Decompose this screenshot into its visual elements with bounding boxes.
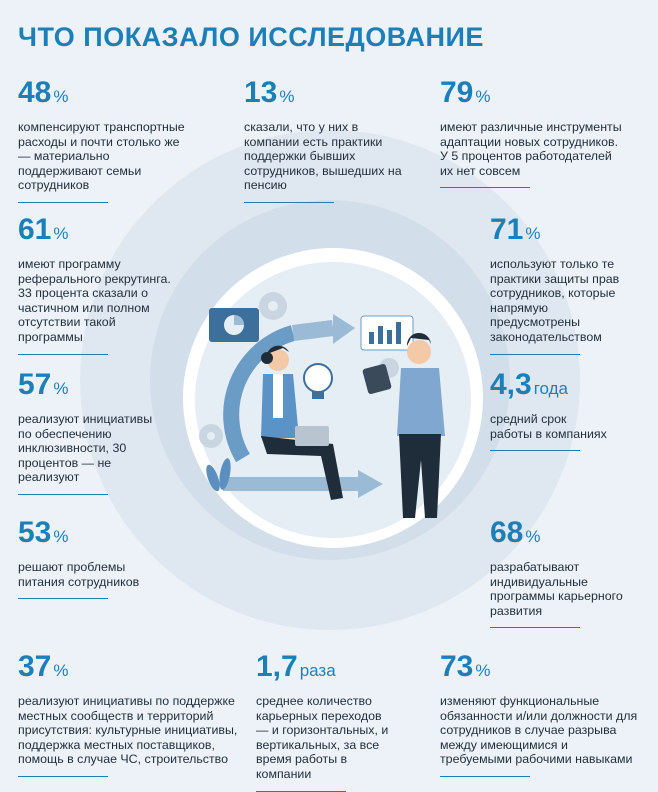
plant-icon <box>206 458 231 492</box>
divider-line <box>18 353 108 355</box>
divider-line <box>18 493 108 495</box>
stat-value: 1,7 <box>256 650 298 683</box>
stat-block: 79% имеют различные инструменты адаптаци… <box>440 76 645 189</box>
stat-unit: % <box>53 661 69 680</box>
divider-line <box>490 450 580 452</box>
stat-description: имеют программу реферального рекрутинга.… <box>18 257 171 344</box>
stat-unit: % <box>475 661 491 680</box>
stat-description: среднее количество карьерных переходов —… <box>256 694 389 781</box>
divider-line <box>440 775 530 777</box>
stat-unit: % <box>279 87 295 106</box>
stat-unit: раза <box>299 661 336 680</box>
stat-unit: % <box>53 527 69 546</box>
stat-value: 68 <box>490 516 524 549</box>
stat-unit: % <box>475 87 491 106</box>
stat-description: средний срок работы в компаниях <box>490 412 607 441</box>
stat-description: имеют различные инструменты адаптации но… <box>440 120 622 178</box>
stat-value: 13 <box>244 76 278 109</box>
gear-icon <box>199 292 399 448</box>
stat-unit: % <box>53 87 69 106</box>
stat-unit: % <box>525 224 541 243</box>
stat-block: 53% решают проблемы питания сотрудников <box>18 516 223 600</box>
stat-value: 71 <box>490 213 524 246</box>
stat-unit: % <box>53 224 69 243</box>
stat-block: 73% изменяют функциональные обязанности … <box>440 652 640 777</box>
stat-description: изменяют функциональные обязанности и/ил… <box>440 694 638 767</box>
woman-with-laptop-icon <box>261 345 343 500</box>
stat-description: решают проблемы питания сотрудников <box>18 560 140 589</box>
stat-block: 68% разрабатывают индивидуальные програм… <box>490 516 640 629</box>
stat-block: 61% имеют программу реферального рекрути… <box>18 215 223 355</box>
stat-value: 4,3 <box>490 368 532 401</box>
stat-block: 48% компенсируют транспортные расходы и … <box>18 78 223 203</box>
divider-line <box>244 201 334 203</box>
stat-value: 61 <box>18 213 52 246</box>
divider-line <box>440 187 530 189</box>
divider-line <box>490 353 580 355</box>
page-title: ЧТО ПОКАЗАЛО ИССЛЕДОВАНИЕ <box>18 22 484 52</box>
divider-line <box>18 775 108 777</box>
bar-chart-icon <box>360 315 414 351</box>
stat-description: компенсируют транспортные расходы и почт… <box>18 120 185 193</box>
stat-unit: года <box>533 379 569 398</box>
stat-block: 13% сказали, что у них в компании есть п… <box>244 78 449 203</box>
stat-block: 4,3 года средний срок работы в компаниях <box>490 368 640 452</box>
illustration-people-working <box>199 292 445 518</box>
stat-description: разрабатывают индивидуальные программы к… <box>490 560 623 618</box>
stat-description: сказали, что у них в компании есть практ… <box>244 120 402 193</box>
stat-block: 37% реализуют инициативы по поддержке ме… <box>18 652 238 777</box>
stat-unit: % <box>525 527 541 546</box>
man-with-tablet-icon <box>362 332 445 518</box>
divider-line <box>18 201 108 203</box>
stat-description: реализуют инициативы по поддержке местны… <box>18 694 238 767</box>
stat-block: 1,7 раза среднее количество карьерных пер… <box>256 652 401 792</box>
stat-value: 73 <box>440 650 474 683</box>
stat-block: 57% реализуют инициативы по обеспечению … <box>18 370 223 495</box>
cycle-arrow-icon <box>223 325 296 463</box>
stat-value: 48 <box>18 76 52 109</box>
stat-description: используют только те практики защиты пра… <box>490 257 620 344</box>
chart-panel-icon <box>209 308 259 342</box>
stat-value: 79 <box>440 76 474 109</box>
stat-value: 37 <box>18 650 52 683</box>
stat-description: реализуют инициативы по обеспечению инкл… <box>18 412 153 485</box>
stat-unit: % <box>53 379 69 398</box>
stat-block: 71% используют только те практики защиты… <box>490 215 640 355</box>
divider-line <box>490 627 580 629</box>
stat-value: 57 <box>18 368 52 401</box>
stat-value: 53 <box>18 516 52 549</box>
divider-line <box>18 598 108 600</box>
lightbulb-icon <box>303 363 333 399</box>
